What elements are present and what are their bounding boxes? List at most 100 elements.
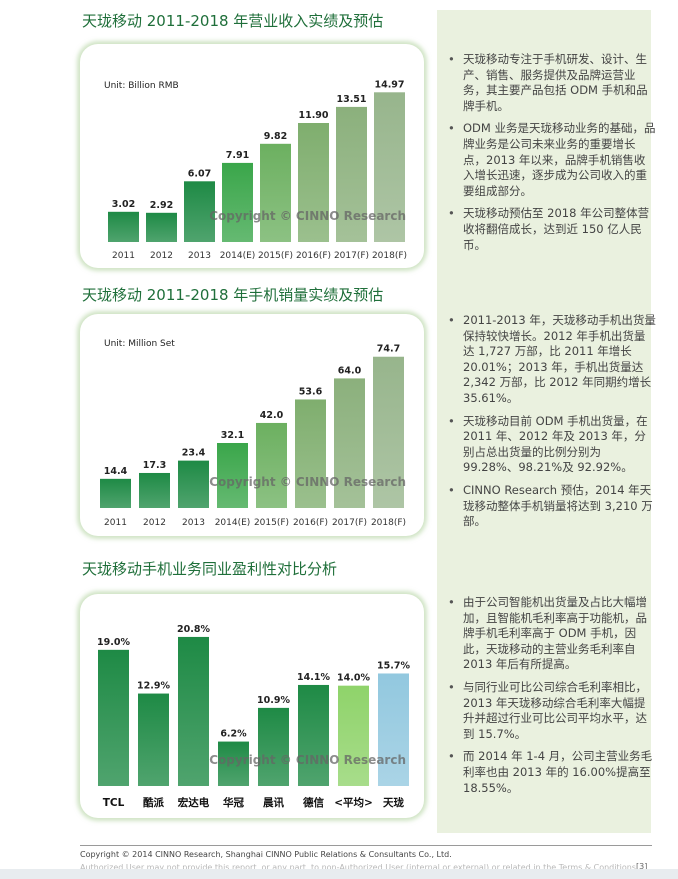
bullet-text: 天珑移动目前 ODM 手机出货量，在 2011 年、2012 年及 2013 年… bbox=[463, 413, 648, 475]
section-title-margin: 天珑移动手机业务同业盈利性对比分析 bbox=[82, 560, 338, 578]
footer-copyright: Copyright © 2014 CINNO Research, Shangha… bbox=[80, 850, 452, 859]
category-label: 2016(F) bbox=[296, 251, 331, 261]
data-label: 74.7 bbox=[377, 344, 400, 355]
page-number: [3] bbox=[636, 862, 648, 871]
margin-bar-chart: 19.0% TCL 12.9% 酷派 20.8% 宏达电 6.2% 华冠 10.9% 晨讯 14.1… bbox=[97, 624, 410, 809]
shipments-chart: Unit: Million Set 14.4 2011 17.3 2012 23.4 201… bbox=[80, 314, 424, 536]
category-label: 2017(F) bbox=[332, 518, 367, 528]
bar bbox=[334, 378, 365, 508]
category-label: 酷派 bbox=[143, 796, 164, 809]
bar bbox=[256, 422, 287, 508]
data-label: 10.9% bbox=[257, 695, 290, 706]
bullet-text: 天珑移动预估至 2018 年公司整体营收将翻倍成长，达到近 150 亿人民币。 bbox=[463, 206, 650, 252]
data-label: 6.2% bbox=[220, 729, 247, 740]
bullet-dot-icon: • bbox=[448, 206, 455, 221]
data-label: 64.0 bbox=[338, 365, 362, 376]
bullet-item: • 2011-2013 年，天珑移动手机出货量保持较快增长。2012 年手机出货量… bbox=[446, 313, 656, 407]
bullet-text: 2011-2013 年，天珑移动手机出货量保持较快增长。2012 年手机出货量达… bbox=[463, 313, 656, 405]
bar bbox=[258, 707, 289, 786]
data-label: 32.1 bbox=[221, 430, 244, 441]
bullet-text: 由于公司智能机出货量及占比大幅增加，且智能机毛利率高于功能机，品牌手机毛利率高于… bbox=[463, 595, 647, 672]
bullet-text: 与同行业可比公司综合毛利率相比，2013 年天珑移动综合毛利率大幅提升并超过行业… bbox=[463, 679, 647, 741]
category-label: 2013 bbox=[188, 251, 211, 261]
bar bbox=[139, 472, 170, 508]
data-label: 7.91 bbox=[226, 150, 249, 161]
data-label: 14.1% bbox=[297, 672, 330, 683]
revenue-bar-chart: Unit: Billion RMB 3.02 2011 2.92 2012 6.07 201… bbox=[104, 79, 407, 261]
bullet-dot-icon: • bbox=[448, 482, 455, 497]
bullet-dot-icon: • bbox=[448, 595, 455, 609]
bullet-item: • 天珑移动目前 ODM 手机出货量，在 2011 年、2012 年及 2013 … bbox=[446, 414, 656, 476]
bullet-text: ODM 业务是天珑移动业务的基础，品牌业务是公司未来业务的重要增长点，2013 … bbox=[463, 121, 656, 198]
data-label: 9.82 bbox=[264, 131, 287, 142]
bullet-item: • 天珑移动专注于手机研发、设计、生产、销售、服务提供及品牌运营业务，其主要产品包… bbox=[446, 52, 656, 114]
section-title-shipments: 天珑移动 2011-2018 年手机销量实绩及预估 bbox=[82, 286, 384, 304]
bullet-dot-icon: • bbox=[448, 52, 455, 66]
bar bbox=[178, 636, 209, 786]
bullet-item: • ODM 业务是天珑移动业务的基础，品牌业务是公司未来业务的重要增长点，2013… bbox=[446, 121, 656, 199]
data-label: 20.8% bbox=[177, 624, 210, 635]
bar bbox=[222, 162, 253, 242]
data-label: 17.3 bbox=[143, 460, 166, 471]
category-label: 2015(F) bbox=[258, 251, 293, 261]
data-label: 6.07 bbox=[188, 168, 211, 179]
category-label: 宏达电 bbox=[178, 796, 210, 809]
margin-notes: • 由于公司智能机出货量及占比大幅增加，且智能机毛利率高于功能机，品牌手机毛利率高… bbox=[446, 595, 656, 803]
data-label: 2.92 bbox=[150, 200, 173, 211]
data-label: 13.51 bbox=[336, 94, 366, 105]
category-label: 2013 bbox=[182, 518, 205, 528]
bullet-item: • 而 2014 年 1-4 月，公司主营业务毛利率也由 2013 年的 16.0… bbox=[446, 749, 656, 796]
data-label: 12.9% bbox=[137, 681, 170, 692]
category-label: 2015(F) bbox=[254, 518, 289, 528]
bar bbox=[378, 673, 409, 786]
data-label: 23.4 bbox=[182, 448, 206, 459]
bullet-dot-icon: • bbox=[448, 749, 455, 764]
bar bbox=[298, 123, 329, 242]
data-label: 14.4 bbox=[104, 466, 128, 477]
category-label: 2012 bbox=[150, 251, 173, 261]
bar bbox=[373, 356, 404, 508]
watermark: Copyright © CINNO Research bbox=[209, 209, 406, 223]
category-label: 2018(F) bbox=[371, 518, 406, 528]
bullet-text: 而 2014 年 1-4 月，公司主营业务毛利率也由 2013 年的 16.00… bbox=[463, 749, 653, 795]
data-label: 15.7% bbox=[377, 660, 410, 671]
bullet-item: • CINNO Research 预估，2014 年天珑移动整体手机销量将达到 3… bbox=[446, 483, 656, 530]
revenue-chart: Unit: Billion RMB 3.02 2011 2.92 2012 6.07 201… bbox=[80, 44, 424, 268]
bar bbox=[98, 649, 129, 786]
sidebar-panel bbox=[437, 10, 651, 833]
bar bbox=[218, 741, 249, 786]
category-label: 2014(E) bbox=[215, 518, 251, 528]
bar bbox=[336, 106, 367, 243]
data-label: 14.0% bbox=[337, 673, 370, 684]
category-label: 德信 bbox=[302, 796, 324, 809]
category-label: 华冠 bbox=[223, 796, 244, 809]
data-label: 14.97 bbox=[374, 79, 404, 90]
data-label: 19.0% bbox=[97, 637, 130, 648]
category-label: 晨讯 bbox=[263, 796, 284, 809]
category-label: 天珑 bbox=[383, 796, 404, 809]
category-label: 2011 bbox=[104, 518, 127, 528]
shipment-notes: • 2011-2013 年，天珑移动手机出货量保持较快增长。2012 年手机出货量… bbox=[446, 313, 656, 537]
footer-notice: Authorized User may not provide this rep… bbox=[80, 863, 636, 872]
bar bbox=[217, 442, 248, 508]
bullet-dot-icon: • bbox=[448, 413, 455, 428]
bar bbox=[295, 399, 326, 508]
bar bbox=[298, 684, 329, 786]
bullet-dot-icon: • bbox=[448, 679, 455, 694]
category-label: 2017(F) bbox=[334, 251, 369, 261]
bottom-bar bbox=[0, 869, 678, 879]
watermark: Copyright © CINNO Research bbox=[209, 475, 406, 489]
unit-label: Unit: Billion RMB bbox=[104, 81, 179, 91]
bar bbox=[260, 143, 291, 242]
data-label: 53.6 bbox=[299, 386, 323, 397]
bullet-item: • 天珑移动预估至 2018 年公司整体营收将翻倍成长，达到近 150 亿人民币。 bbox=[446, 206, 656, 253]
margin-chart: 19.0% TCL 12.9% 酷派 20.8% 宏达电 6.2% 华冠 10.9% 晨讯 14.1… bbox=[80, 594, 424, 818]
bar bbox=[178, 460, 209, 508]
category-label: 2014(E) bbox=[220, 251, 256, 261]
bullet-text: 天珑移动专注于手机研发、设计、生产、销售、服务提供及品牌运营业务，其主要产品包括… bbox=[463, 52, 648, 113]
data-label: 11.90 bbox=[298, 110, 328, 121]
category-label: 2012 bbox=[143, 518, 166, 528]
category-label: TCL bbox=[103, 797, 125, 809]
unit-label: Unit: Million Set bbox=[104, 339, 175, 349]
watermark: Copyright © CINNO Research bbox=[209, 753, 406, 767]
